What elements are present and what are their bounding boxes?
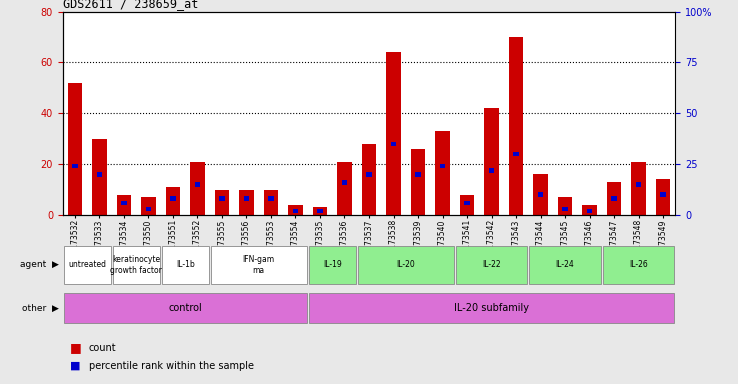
Bar — [635, 182, 641, 187]
Bar — [366, 172, 372, 177]
Bar — [440, 164, 446, 169]
Bar — [529, 245, 601, 285]
Bar — [362, 144, 376, 215]
Bar — [244, 197, 249, 201]
Text: IL-19: IL-19 — [323, 260, 342, 270]
Bar — [317, 209, 323, 213]
Bar — [537, 192, 543, 197]
Bar — [121, 200, 127, 205]
Bar — [489, 168, 494, 172]
Bar — [464, 200, 470, 205]
Bar — [660, 192, 666, 197]
Bar — [562, 207, 568, 211]
Bar — [631, 162, 646, 215]
Bar — [358, 245, 454, 285]
Bar — [390, 142, 396, 146]
Bar — [337, 162, 352, 215]
Bar — [211, 245, 306, 285]
Bar — [219, 197, 225, 201]
Bar — [268, 197, 274, 201]
Text: ■: ■ — [70, 361, 80, 371]
Text: other  ▶: other ▶ — [22, 304, 59, 313]
Bar — [456, 245, 527, 285]
Bar — [165, 187, 180, 215]
Bar — [386, 52, 401, 215]
Bar — [162, 245, 209, 285]
Bar — [145, 207, 151, 211]
Bar — [72, 164, 78, 169]
Text: IL-1b: IL-1b — [176, 260, 195, 270]
Bar — [309, 293, 674, 323]
Bar — [97, 172, 103, 177]
Bar — [558, 197, 573, 215]
Bar — [117, 195, 131, 215]
Bar — [113, 245, 159, 285]
Text: IFN-gam
ma: IFN-gam ma — [243, 255, 275, 275]
Bar — [513, 152, 519, 156]
Bar — [415, 172, 421, 177]
Bar — [460, 195, 475, 215]
Bar — [292, 209, 298, 213]
Bar — [141, 197, 156, 215]
Bar — [533, 174, 548, 215]
Bar — [64, 245, 111, 285]
Text: IL-20: IL-20 — [396, 260, 415, 270]
Text: untreated: untreated — [68, 260, 106, 270]
Text: percentile rank within the sample: percentile rank within the sample — [89, 361, 254, 371]
Bar — [611, 197, 617, 201]
Bar — [607, 182, 621, 215]
Bar — [655, 179, 670, 215]
Bar — [342, 180, 348, 185]
Bar — [239, 190, 254, 215]
Bar — [263, 190, 278, 215]
Text: agent  ▶: agent ▶ — [20, 260, 59, 270]
Text: GDS2611 / 238659_at: GDS2611 / 238659_at — [63, 0, 198, 10]
Bar — [215, 190, 230, 215]
Bar — [309, 245, 356, 285]
Text: control: control — [168, 303, 202, 313]
Text: ■: ■ — [70, 341, 82, 354]
Text: IL-24: IL-24 — [556, 260, 574, 270]
Bar — [68, 83, 83, 215]
Bar — [410, 149, 425, 215]
Bar — [190, 162, 205, 215]
Bar — [313, 207, 328, 215]
Bar — [92, 139, 107, 215]
Text: IL-22: IL-22 — [482, 260, 501, 270]
Bar — [508, 37, 523, 215]
Bar — [195, 182, 201, 187]
Bar — [484, 108, 499, 215]
Text: count: count — [89, 343, 116, 353]
Bar — [582, 205, 597, 215]
Bar — [64, 293, 306, 323]
Bar — [170, 197, 176, 201]
Text: keratinocyte
growth factor: keratinocyte growth factor — [110, 255, 162, 275]
Bar — [603, 245, 674, 285]
Text: IL-26: IL-26 — [629, 260, 648, 270]
Bar — [288, 205, 303, 215]
Bar — [435, 131, 450, 215]
Bar — [587, 209, 593, 213]
Text: IL-20 subfamily: IL-20 subfamily — [454, 303, 529, 313]
